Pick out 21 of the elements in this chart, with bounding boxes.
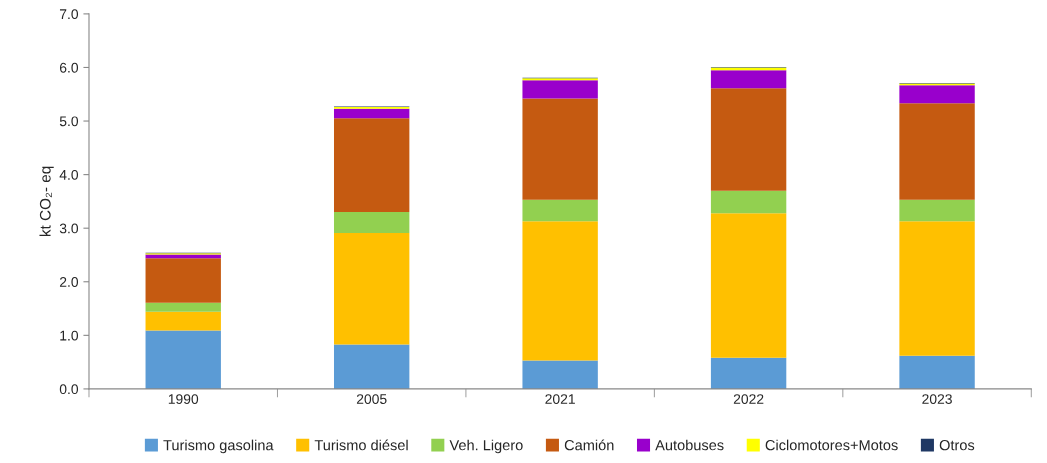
legend-label: Camión [564,439,614,451]
y-tick-label: 6.0 [59,62,79,73]
legend-label: Otros [939,440,975,451]
legend-label: Turismo diésel [314,439,408,451]
y-tick-label: 7.0 [59,9,79,20]
y-tick-label: 3.0 [59,223,79,234]
x-tick-label: 2021 [545,394,575,404]
legend-label: Autobuses [655,439,724,451]
y-tick-label: 1.0 [60,330,79,341]
y-tick-label: 4.0 [59,169,79,180]
x-tick-label: 1990 [168,394,199,404]
y-tick-label: 5.0 [59,116,79,127]
y-tick-label: 0.0 [59,384,79,395]
legend-label: Turismo gasolina [163,439,274,454]
x-tick-label: 2023 [922,394,952,404]
x-tick-label: 2005 [356,394,387,404]
y-axis-title: kt CO₂- eq [39,166,54,237]
x-tick-label: 2022 [733,394,764,404]
y-tick-label: 2.0 [59,277,79,287]
legend-label: Ciclomotores+Motos [765,439,898,451]
legend-label: Veh. Ligero [449,439,523,454]
